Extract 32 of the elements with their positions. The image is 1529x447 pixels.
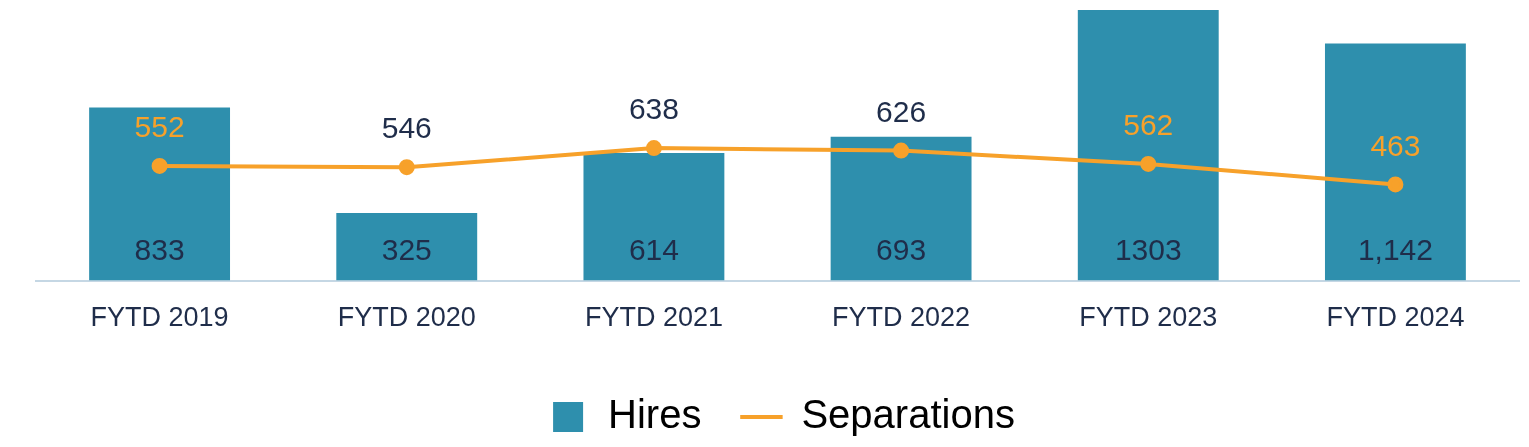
data-label: 833 bbox=[134, 232, 185, 266]
data-label: 693 bbox=[876, 232, 927, 266]
legend-label: Hires bbox=[608, 392, 702, 437]
bar bbox=[336, 213, 478, 281]
data-label: 614 bbox=[628, 232, 679, 266]
point bbox=[1140, 155, 1157, 172]
x-tick-label: FYTD 2022 bbox=[832, 302, 971, 333]
bar bbox=[89, 107, 231, 281]
legend-label: Separations bbox=[801, 392, 1015, 437]
data-label: 325 bbox=[381, 232, 432, 266]
data-label: 552 bbox=[134, 110, 185, 144]
x-tick-label: FYTD 2020 bbox=[337, 302, 476, 333]
point bbox=[398, 159, 415, 176]
point bbox=[151, 157, 168, 174]
x-tick-label: FYTD 2019 bbox=[90, 302, 229, 333]
point bbox=[645, 140, 662, 157]
data-label: 1,142 bbox=[1357, 232, 1433, 266]
point bbox=[1387, 176, 1404, 193]
bar bbox=[1077, 10, 1219, 281]
data-label: 638 bbox=[628, 92, 679, 126]
bar bbox=[1324, 43, 1466, 281]
x-tick-label: FYTD 2024 bbox=[1326, 302, 1465, 333]
point bbox=[893, 142, 910, 159]
x-tick-label: FYTD 2023 bbox=[1079, 302, 1218, 333]
bar bbox=[830, 136, 972, 281]
bar bbox=[583, 153, 725, 281]
data-label: 463 bbox=[1370, 128, 1421, 162]
data-label: 546 bbox=[381, 111, 432, 145]
data-label: 626 bbox=[876, 94, 927, 128]
data-label: 1303 bbox=[1114, 232, 1182, 266]
data-label: 562 bbox=[1123, 108, 1174, 142]
x-tick-label: FYTD 2021 bbox=[584, 302, 723, 333]
